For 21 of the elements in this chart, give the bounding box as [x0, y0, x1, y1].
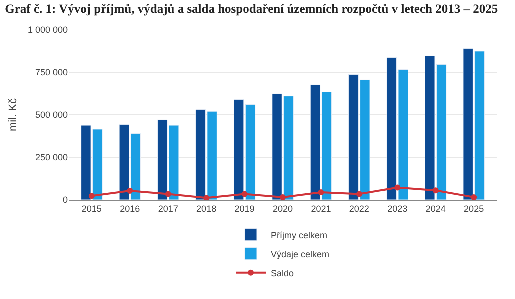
x-tick-label: 2022 — [349, 204, 370, 214]
x-tick-label: 2017 — [158, 204, 178, 214]
x-tick-label: 2023 — [388, 204, 408, 214]
x-tick-label: 2018 — [196, 204, 217, 214]
x-tick-label: 2019 — [234, 204, 255, 214]
x-tick-label: 2025 — [464, 204, 484, 214]
y-tick-label: 1 000 000 — [28, 25, 68, 36]
y-tick-label: 500 000 — [35, 110, 68, 120]
legend-label: Příjmy celkem — [271, 230, 328, 240]
y-axis-title: mil. Kč — [8, 98, 20, 132]
legend-label: Saldo — [271, 268, 294, 278]
x-tick-label: 2016 — [120, 204, 140, 214]
legend-label: Výdaje celkem — [271, 249, 330, 260]
x-tick-label: 2015 — [82, 204, 102, 214]
chart-title: Graf č. 1: Vývoj příjmů, výdajů a salda hospodaření územních rozpočtů v letech 2013 – 2025 — [5, 2, 498, 16]
y-tick-label: 250 000 — [35, 152, 68, 163]
x-tick-label: 2021 — [311, 204, 332, 214]
y-tick-label: 750 000 — [35, 68, 68, 78]
x-tick-label: 2020 — [272, 204, 294, 214]
y-tick-label: 0 — [62, 195, 68, 206]
x-tick-label: 2024 — [426, 204, 446, 214]
